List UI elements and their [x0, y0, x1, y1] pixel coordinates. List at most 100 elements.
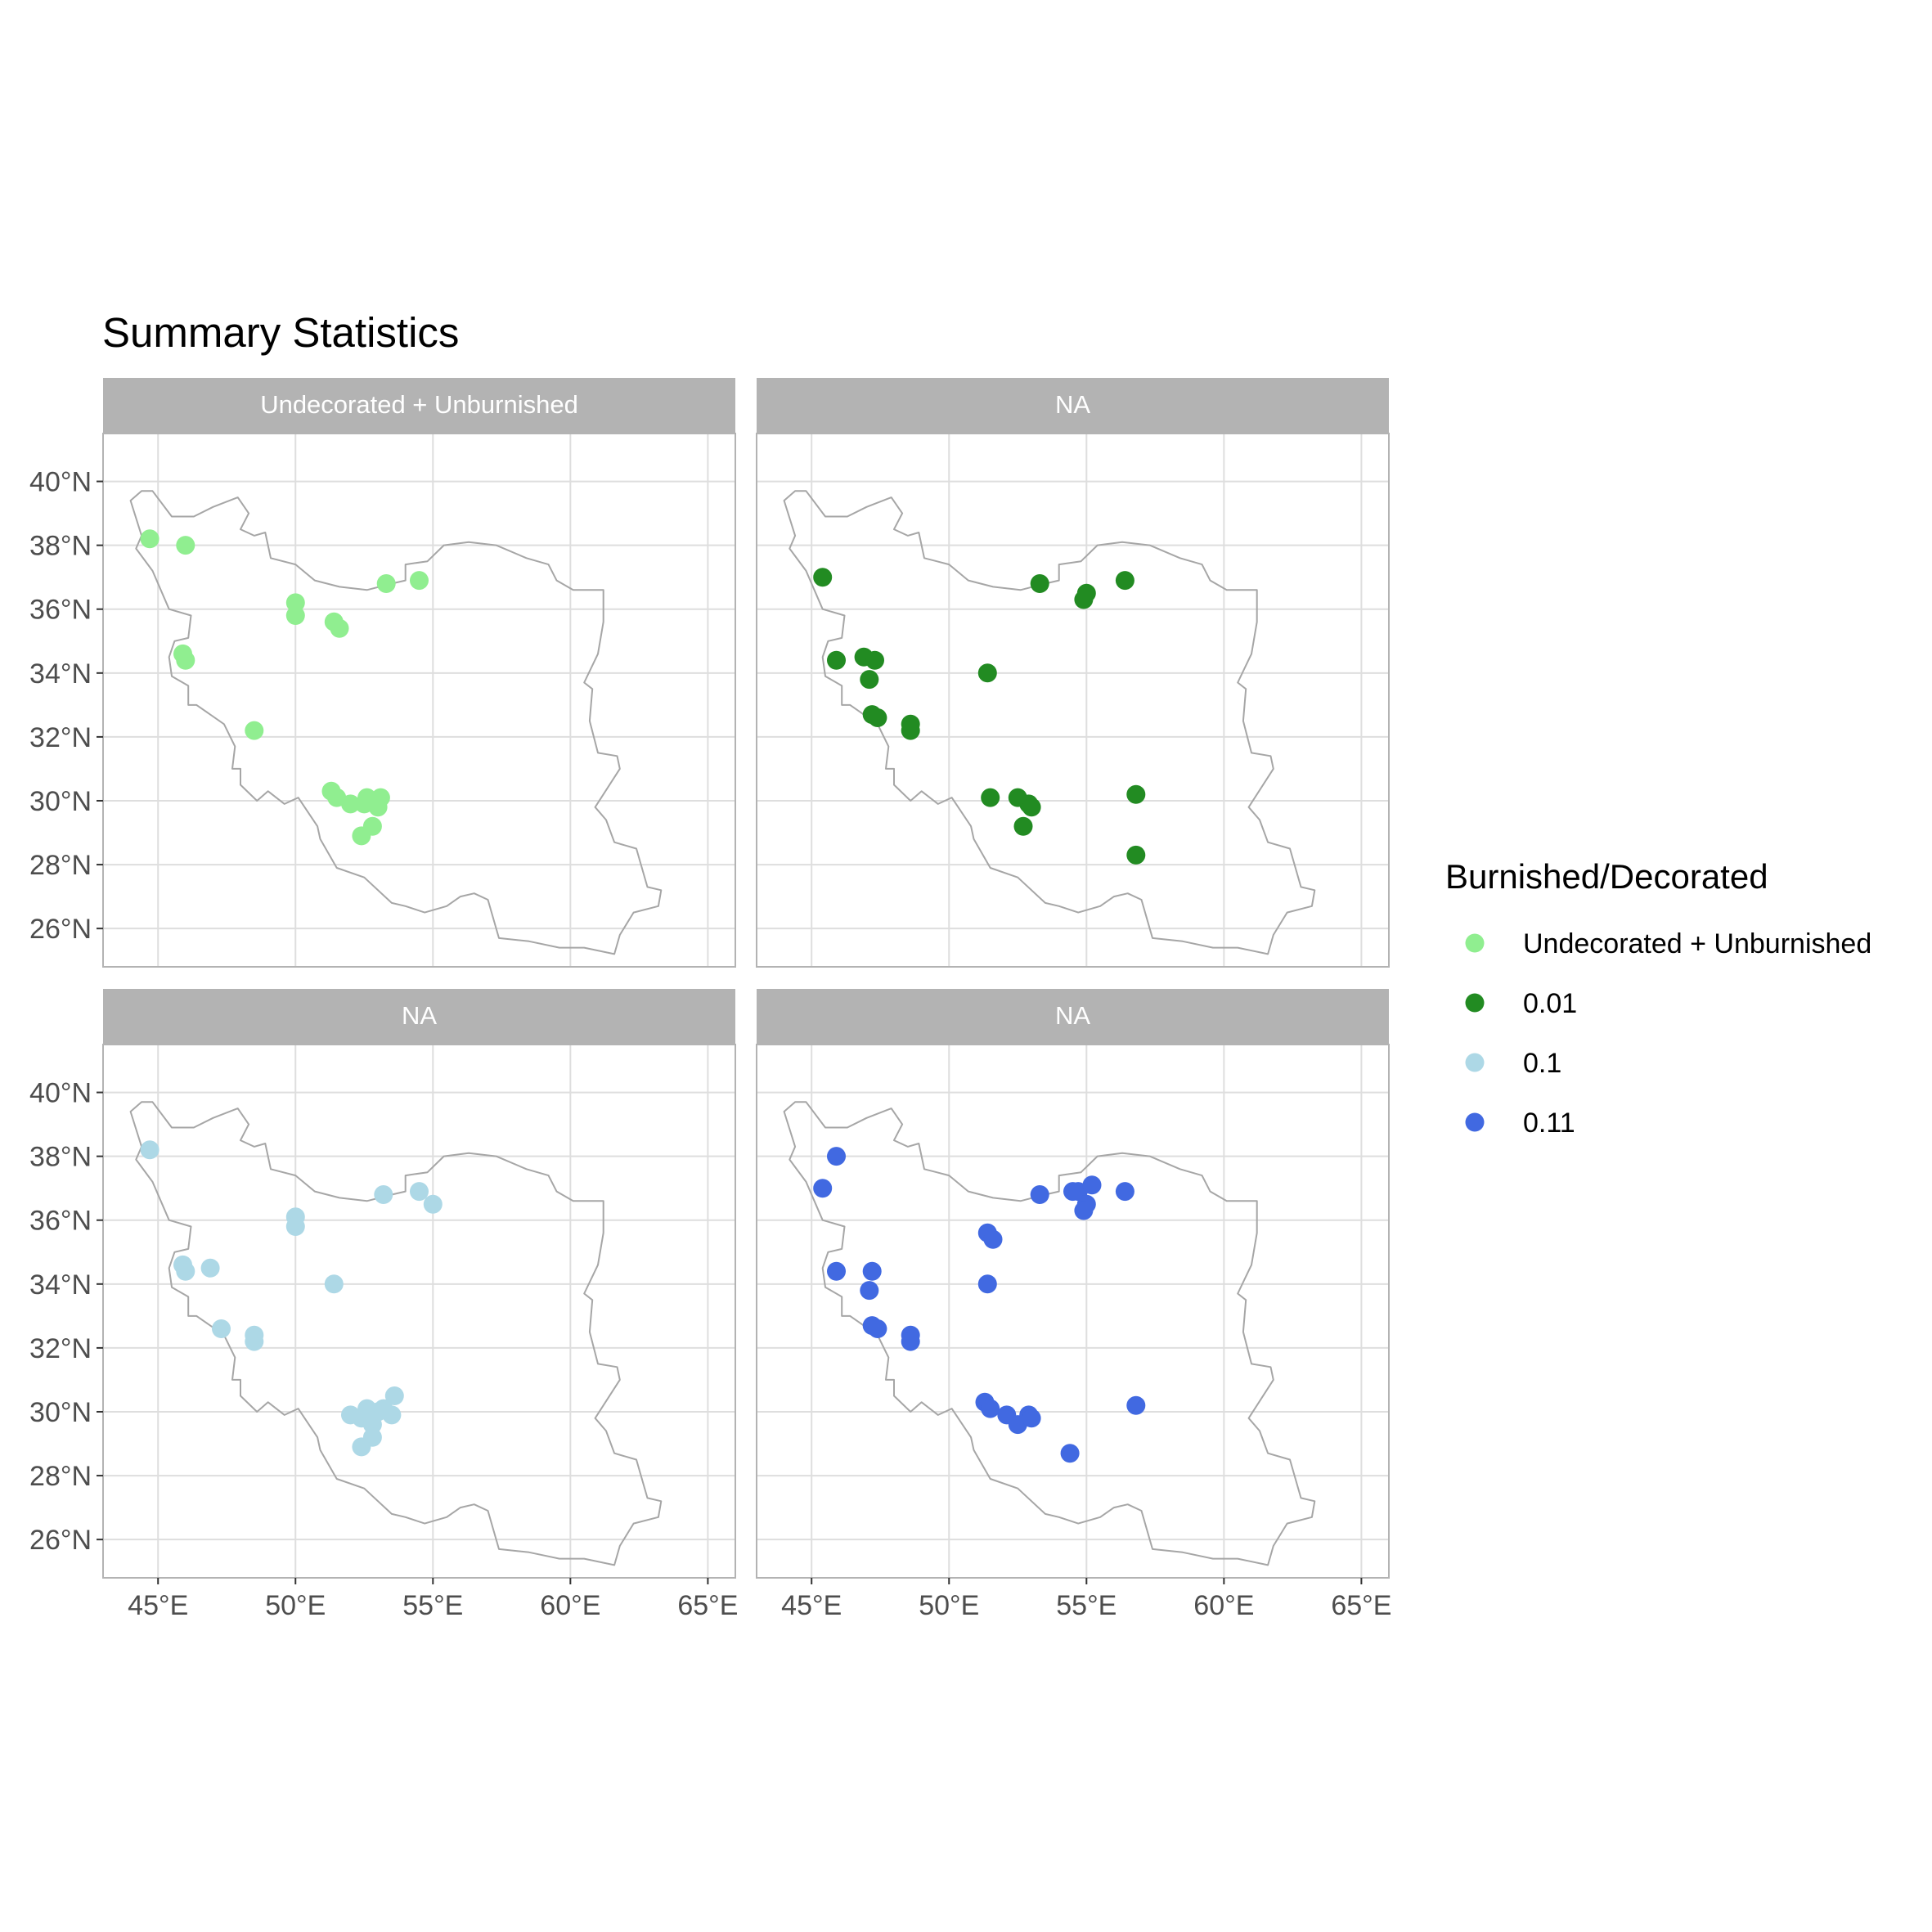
data-point: [827, 650, 846, 670]
data-point: [1013, 816, 1033, 836]
y-tick-label: 32°N: [29, 1333, 92, 1364]
data-point: [1126, 1395, 1146, 1415]
data-point: [140, 1140, 160, 1160]
y-tick-label: 34°N: [29, 658, 92, 690]
panel-background: [757, 1045, 1389, 1578]
y-tick-label: 30°N: [29, 1397, 92, 1428]
data-point: [371, 788, 390, 807]
data-point: [813, 568, 833, 587]
data-point: [865, 650, 884, 670]
plot-title: Summary Statistics: [102, 309, 459, 356]
legend-label: 0.1: [1523, 1048, 1561, 1079]
x-tick-label: 60°E: [1193, 1590, 1254, 1621]
data-point: [860, 1281, 879, 1301]
data-point: [862, 1261, 882, 1281]
data-point: [410, 1182, 429, 1202]
data-point: [1030, 1185, 1049, 1204]
data-point: [1126, 784, 1146, 804]
x-axis-labels: 45°E 50°E 55°E 60°E 65°E 45°E 50°E 55°E 60°E 65°E: [128, 1578, 1391, 1621]
x-tick-label: 50°E: [265, 1590, 326, 1621]
facet-strip-label: NA: [1055, 1001, 1090, 1030]
facet-strip-label: Undecorated + Unburnished: [260, 390, 578, 419]
panel-background: [103, 434, 735, 967]
x-tick-label: 50°E: [919, 1590, 979, 1621]
y-tick-label: 30°N: [29, 786, 92, 817]
data-point: [374, 1185, 393, 1204]
panel-border: [102, 1044, 736, 1579]
x-tick-label: 60°E: [540, 1590, 600, 1621]
y-tick-label: 36°N: [29, 595, 92, 626]
data-point: [977, 663, 997, 683]
data-point: [860, 670, 879, 690]
data-point: [868, 708, 887, 727]
legend-key: [1465, 933, 1485, 953]
panel-border: [756, 1044, 1390, 1579]
y-tick-label: 36°N: [29, 1206, 92, 1237]
data-point: [1074, 1201, 1094, 1220]
country-border: [129, 1101, 663, 1566]
data-point: [384, 1386, 404, 1405]
x-tick-label: 55°E: [402, 1590, 463, 1621]
data-point: [1082, 1175, 1102, 1195]
data-point: [983, 1229, 1003, 1249]
data-point: [352, 826, 371, 846]
y-tick-label: 28°N: [29, 850, 92, 881]
y-tick-label: 38°N: [29, 1142, 92, 1173]
map-panel-2: NA: [756, 378, 1390, 968]
data-point: [245, 721, 264, 740]
data-point: [382, 1405, 402, 1425]
data-point: [1022, 798, 1041, 817]
data-point: [324, 1274, 344, 1294]
data-point: [868, 1319, 887, 1338]
data-point: [176, 1261, 195, 1281]
data-point: [410, 571, 429, 591]
legend-key: [1465, 1053, 1485, 1072]
data-point: [212, 1319, 231, 1338]
legend-key: [1465, 993, 1485, 1013]
y-tick-label: 38°N: [29, 531, 92, 562]
data-point: [140, 529, 160, 549]
data-point: [813, 1179, 833, 1198]
data-point: [901, 1332, 920, 1351]
facet-strip: [757, 989, 1389, 1045]
data-point: [1074, 590, 1094, 609]
x-tick-label: 45°E: [781, 1590, 842, 1621]
data-point: [1115, 571, 1134, 591]
y-tick-label: 34°N: [29, 1269, 92, 1301]
data-point: [352, 1437, 371, 1457]
data-point: [901, 721, 920, 740]
legend-items: Undecorated + Unburnished 0.01 0.1 0.11: [1465, 928, 1871, 1139]
data-point: [285, 606, 305, 625]
data-point: [341, 794, 360, 814]
data-point: [977, 1274, 997, 1294]
y-tick-label: 28°N: [29, 1461, 92, 1492]
data-point: [176, 536, 195, 555]
panel-background: [757, 434, 1389, 967]
x-tick-label: 55°E: [1056, 1590, 1117, 1621]
country-border: [783, 490, 1316, 955]
country-border: [129, 490, 663, 955]
data-point: [285, 1217, 305, 1236]
legend-title: Burnished/Decorated: [1445, 857, 1768, 896]
data-point: [1060, 1444, 1080, 1463]
data-point: [827, 1147, 846, 1166]
data-point: [1115, 1182, 1134, 1202]
data-point: [376, 574, 396, 593]
data-point: [330, 618, 349, 638]
data-point: [981, 788, 1000, 807]
data-point: [245, 1332, 264, 1351]
data-point: [981, 1399, 1000, 1418]
map-panel-4: NA: [756, 989, 1390, 1579]
y-axis-labels: 26°N 28°N 30°N 32°N 34°N 36°N 38°N 40°N 26°N 28°N…: [29, 467, 103, 1556]
data-point: [176, 650, 195, 670]
legend: Burnished/Decorated Undecorated + Unburn…: [1445, 857, 1871, 1139]
facet-strip: [103, 378, 735, 434]
data-point: [200, 1258, 220, 1278]
data-point: [423, 1194, 443, 1214]
panels-layer: Undecorated + Unburnished NA NA NA: [102, 378, 1390, 1579]
map-panel-1: Undecorated + Unburnished: [102, 378, 736, 968]
facet-strip-label: NA: [402, 1001, 437, 1030]
data-point: [1030, 574, 1049, 593]
country-border: [783, 1101, 1316, 1566]
